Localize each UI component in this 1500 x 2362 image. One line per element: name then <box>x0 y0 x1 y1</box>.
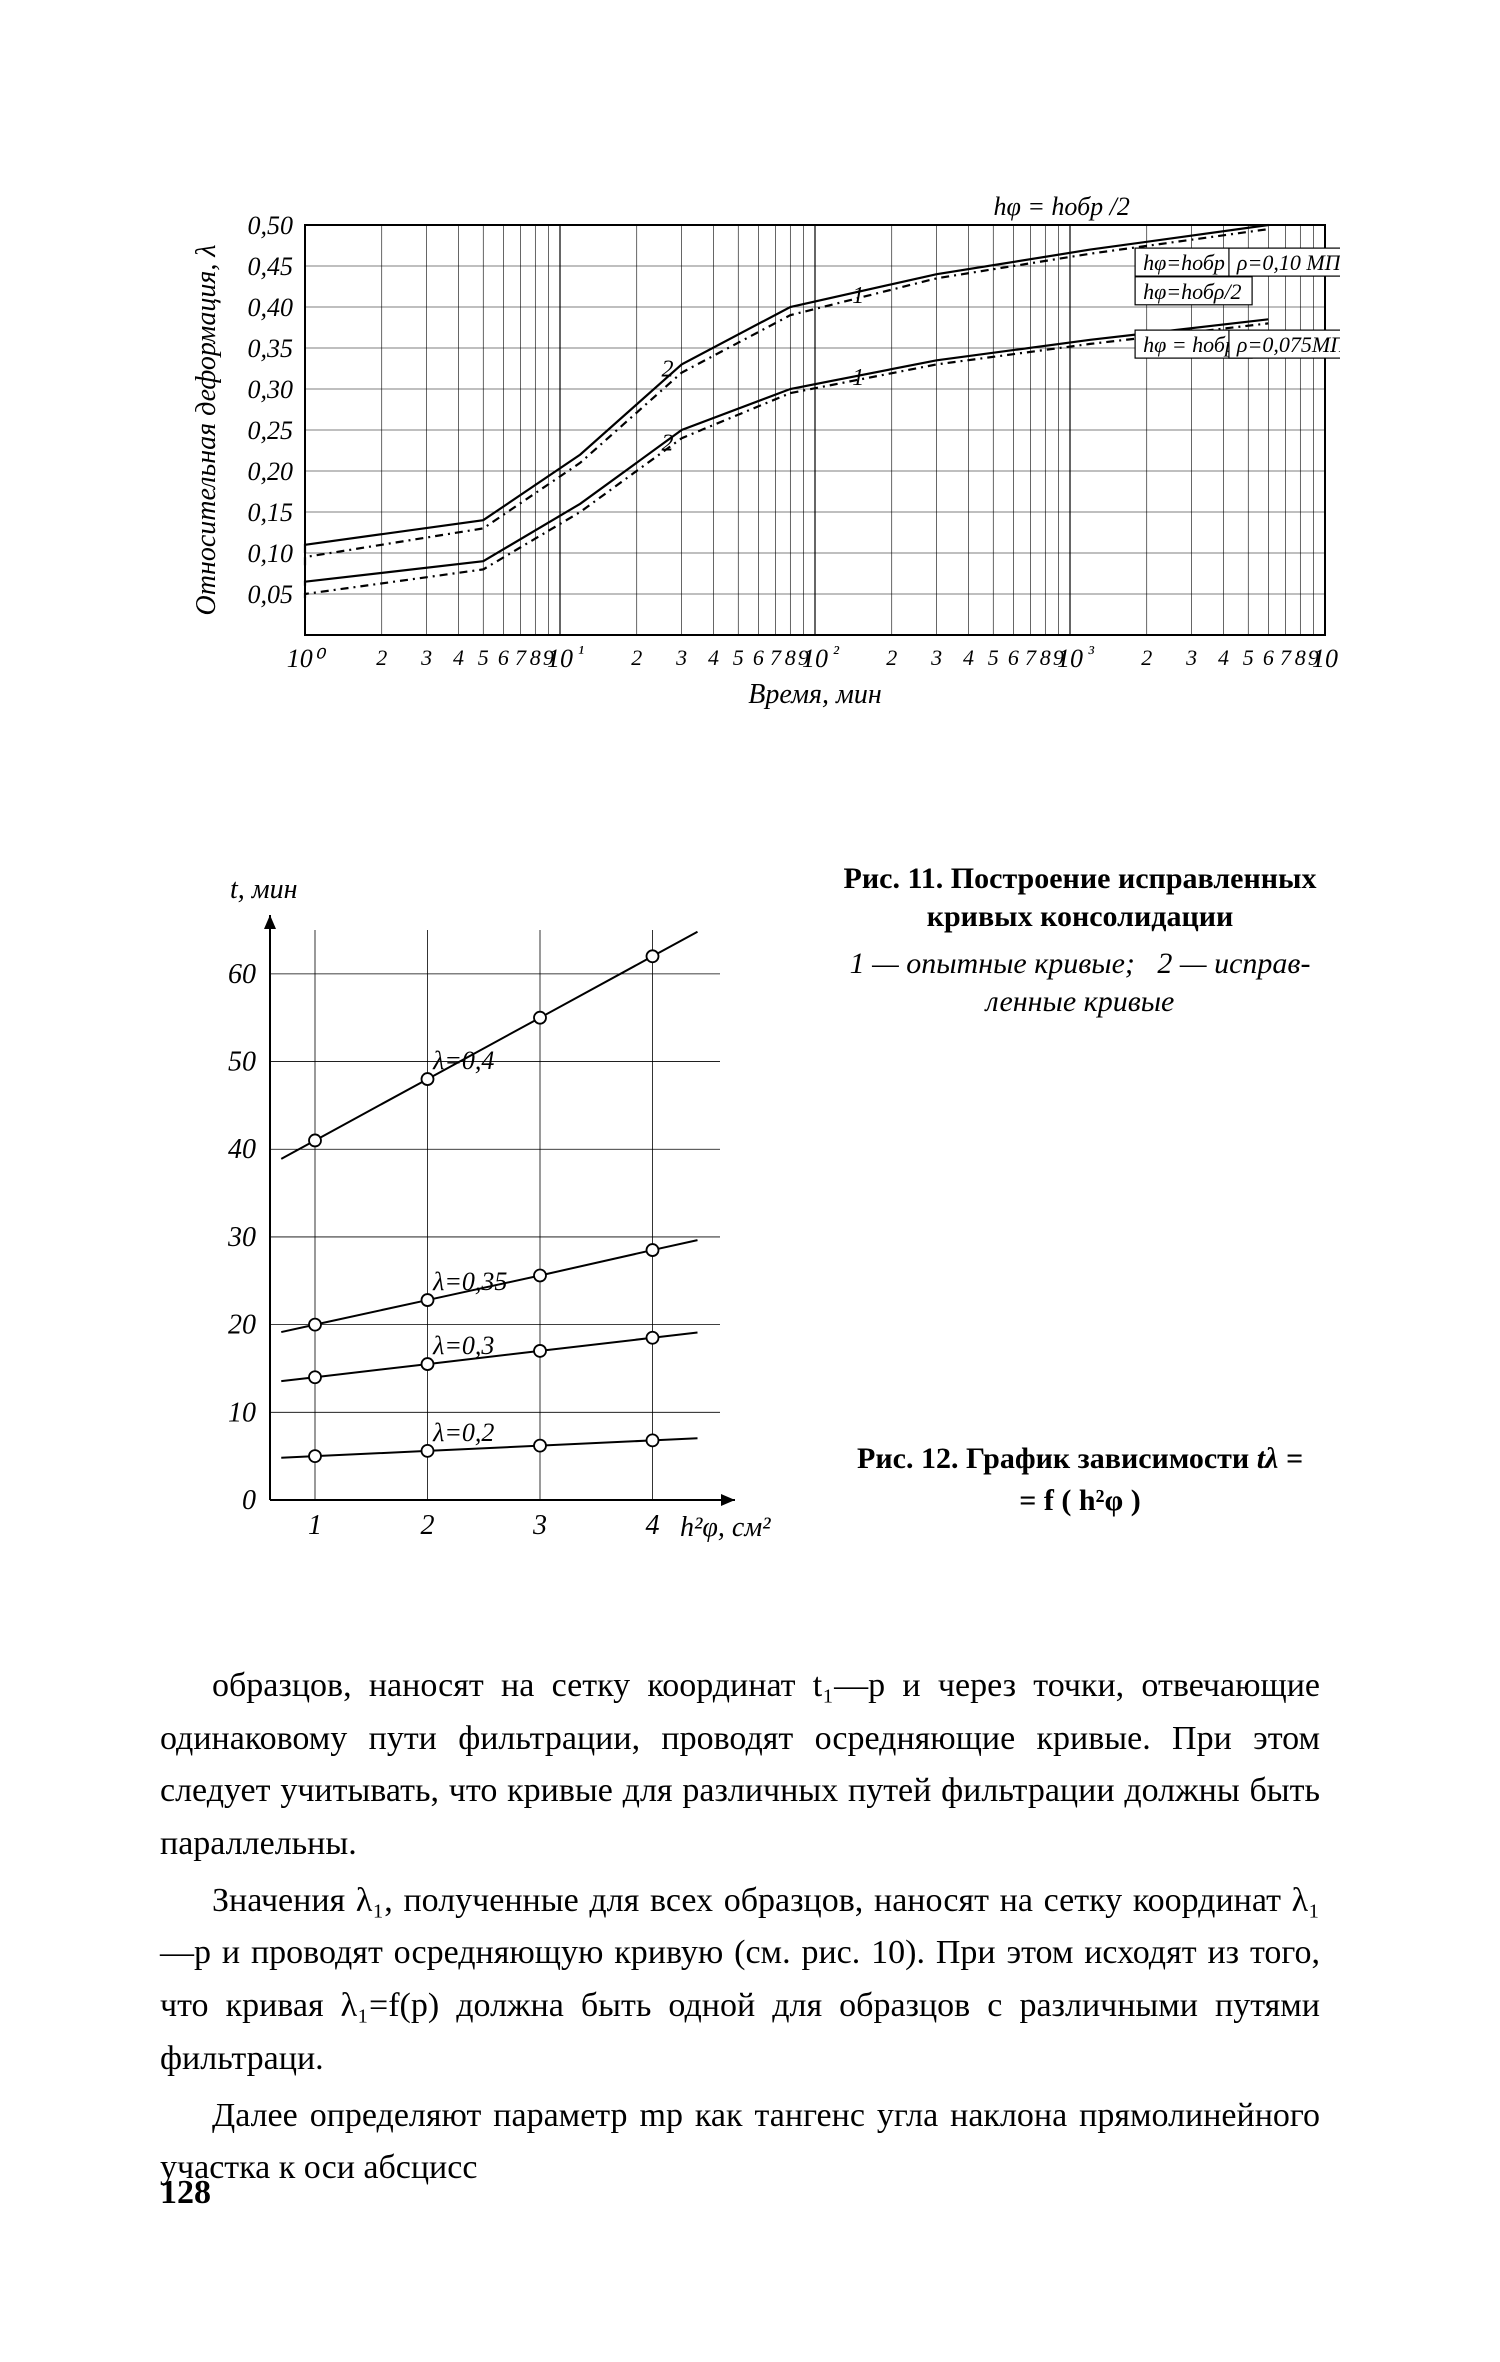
svg-text:30: 30 <box>227 1222 256 1253</box>
svg-text:0,50: 0,50 <box>248 211 294 240</box>
svg-text:Время, мин: Время, мин <box>748 679 881 710</box>
svg-text:0,10: 0,10 <box>248 539 294 568</box>
svg-text:hφ = hобр /2: hφ = hобр /2 <box>994 192 1130 221</box>
svg-text:4: 4 <box>646 1510 660 1541</box>
svg-text:2: 2 <box>1141 645 1152 670</box>
svg-text:6: 6 <box>753 645 764 670</box>
svg-text:2: 2 <box>886 645 897 670</box>
svg-text:2: 2 <box>661 357 673 383</box>
svg-text:λ=0,35: λ=0,35 <box>432 1267 507 1296</box>
svg-text:4: 4 <box>453 645 464 670</box>
paragraph-1: образцов, наносят на сетку координат t₁—… <box>160 1660 1320 1871</box>
svg-text:Относительная деформация, λ: Относительная деформация, λ <box>191 245 222 616</box>
svg-text:10⁰: 10⁰ <box>287 644 327 673</box>
svg-text:9: 9 <box>1053 645 1064 670</box>
svg-text:7: 7 <box>770 645 782 670</box>
svg-text:40: 40 <box>228 1134 256 1165</box>
svg-text:0,20: 0,20 <box>248 457 294 486</box>
svg-text:hφ=hобρ/2: hφ=hобρ/2 <box>1143 279 1241 304</box>
svg-text:λ=0,2: λ=0,2 <box>432 1418 494 1447</box>
svg-text:6: 6 <box>1008 645 1019 670</box>
svg-text:2: 2 <box>631 645 642 670</box>
svg-text:hφ = hобр: hφ = hобр <box>1143 332 1236 357</box>
svg-text:7: 7 <box>515 645 527 670</box>
svg-text:hφ=hобр: hφ=hобр <box>1143 250 1225 275</box>
body-text: образцов, наносят на сетку координат t₁—… <box>160 1660 1320 2195</box>
svg-text:4: 4 <box>963 645 974 670</box>
svg-text:h²φ, см²: h²φ, см² <box>680 1512 771 1543</box>
figure-11-legend: 1 — опытные кривые; 2 — исправ­ленные кр… <box>810 945 1350 1020</box>
svg-text:5: 5 <box>478 645 489 670</box>
svg-text:1: 1 <box>852 283 864 309</box>
figure-12-chart: 0 10 20 30 40 50 60 1 2 3 4 t, мин h²φ, см² λ=0,4 λ=0,… <box>160 860 780 1580</box>
figure-11-chart: 0,05 0,10 0,15 0,20 0,25 0,30 0,35 0,40 0,45 0,50… <box>160 190 1340 760</box>
svg-text:3: 3 <box>532 1510 547 1541</box>
svg-text:4: 4 <box>1218 645 1229 670</box>
svg-text:9: 9 <box>1308 645 1319 670</box>
svg-text:8: 8 <box>1040 645 1051 670</box>
svg-text:3: 3 <box>1185 645 1197 670</box>
svg-text:2: 2 <box>661 431 673 457</box>
page-number: 128 <box>160 2174 211 2212</box>
svg-text:2: 2 <box>376 645 387 670</box>
paragraph-3: Далее определяют параметр mр как тангенс… <box>160 2090 1320 2195</box>
svg-text:0,30: 0,30 <box>248 375 294 404</box>
svg-text:3: 3 <box>675 645 687 670</box>
svg-text:7: 7 <box>1280 645 1292 670</box>
svg-text:¹: ¹ <box>578 642 584 664</box>
svg-text:8: 8 <box>785 645 796 670</box>
figure-11-caption: Рис. 11. Построение исправленных кривых … <box>810 860 1350 935</box>
svg-text:6: 6 <box>1263 645 1274 670</box>
svg-text:0,35: 0,35 <box>248 334 294 363</box>
svg-text:6: 6 <box>498 645 509 670</box>
figure-12-caption: Рис. 12. График зависимости tλ = = f ( h… <box>810 1440 1350 1519</box>
svg-text:0,40: 0,40 <box>248 293 294 322</box>
svg-text:20: 20 <box>228 1310 256 1341</box>
svg-text:t, мин: t, мин <box>230 874 298 905</box>
svg-text:50: 50 <box>228 1047 256 1078</box>
svg-text:0,05: 0,05 <box>248 580 294 609</box>
svg-text:3: 3 <box>420 645 432 670</box>
svg-text:5: 5 <box>1243 645 1254 670</box>
svg-text:4: 4 <box>708 645 719 670</box>
svg-text:9: 9 <box>798 645 809 670</box>
svg-text:10: 10 <box>228 1397 256 1428</box>
svg-text:0,15: 0,15 <box>248 498 294 527</box>
svg-text:8: 8 <box>530 645 541 670</box>
paragraph-2: Значения λ₁, полученные для всех образцо… <box>160 1875 1320 2086</box>
svg-text:2: 2 <box>421 1510 435 1541</box>
svg-text:ρ=0,10 МПа: ρ=0,10 МПа <box>1236 250 1340 275</box>
svg-text:60: 60 <box>228 959 256 990</box>
svg-text:1: 1 <box>852 365 864 391</box>
svg-text:λ=0,3: λ=0,3 <box>432 1331 494 1360</box>
svg-text:5: 5 <box>733 645 744 670</box>
svg-text:3: 3 <box>930 645 942 670</box>
svg-text:8: 8 <box>1295 645 1306 670</box>
svg-text:0,45: 0,45 <box>248 252 294 281</box>
svg-text:λ=0,4: λ=0,4 <box>432 1046 494 1075</box>
svg-text:0: 0 <box>242 1485 256 1516</box>
svg-text:7: 7 <box>1025 645 1037 670</box>
svg-text:ρ=0,075МПа: ρ=0,075МПа <box>1236 332 1340 357</box>
svg-text:9: 9 <box>543 645 554 670</box>
svg-text:0,25: 0,25 <box>248 416 294 445</box>
svg-text:1: 1 <box>308 1510 322 1541</box>
svg-text:²: ² <box>833 642 840 664</box>
svg-text:5: 5 <box>988 645 999 670</box>
svg-text:³: ³ <box>1088 642 1095 664</box>
